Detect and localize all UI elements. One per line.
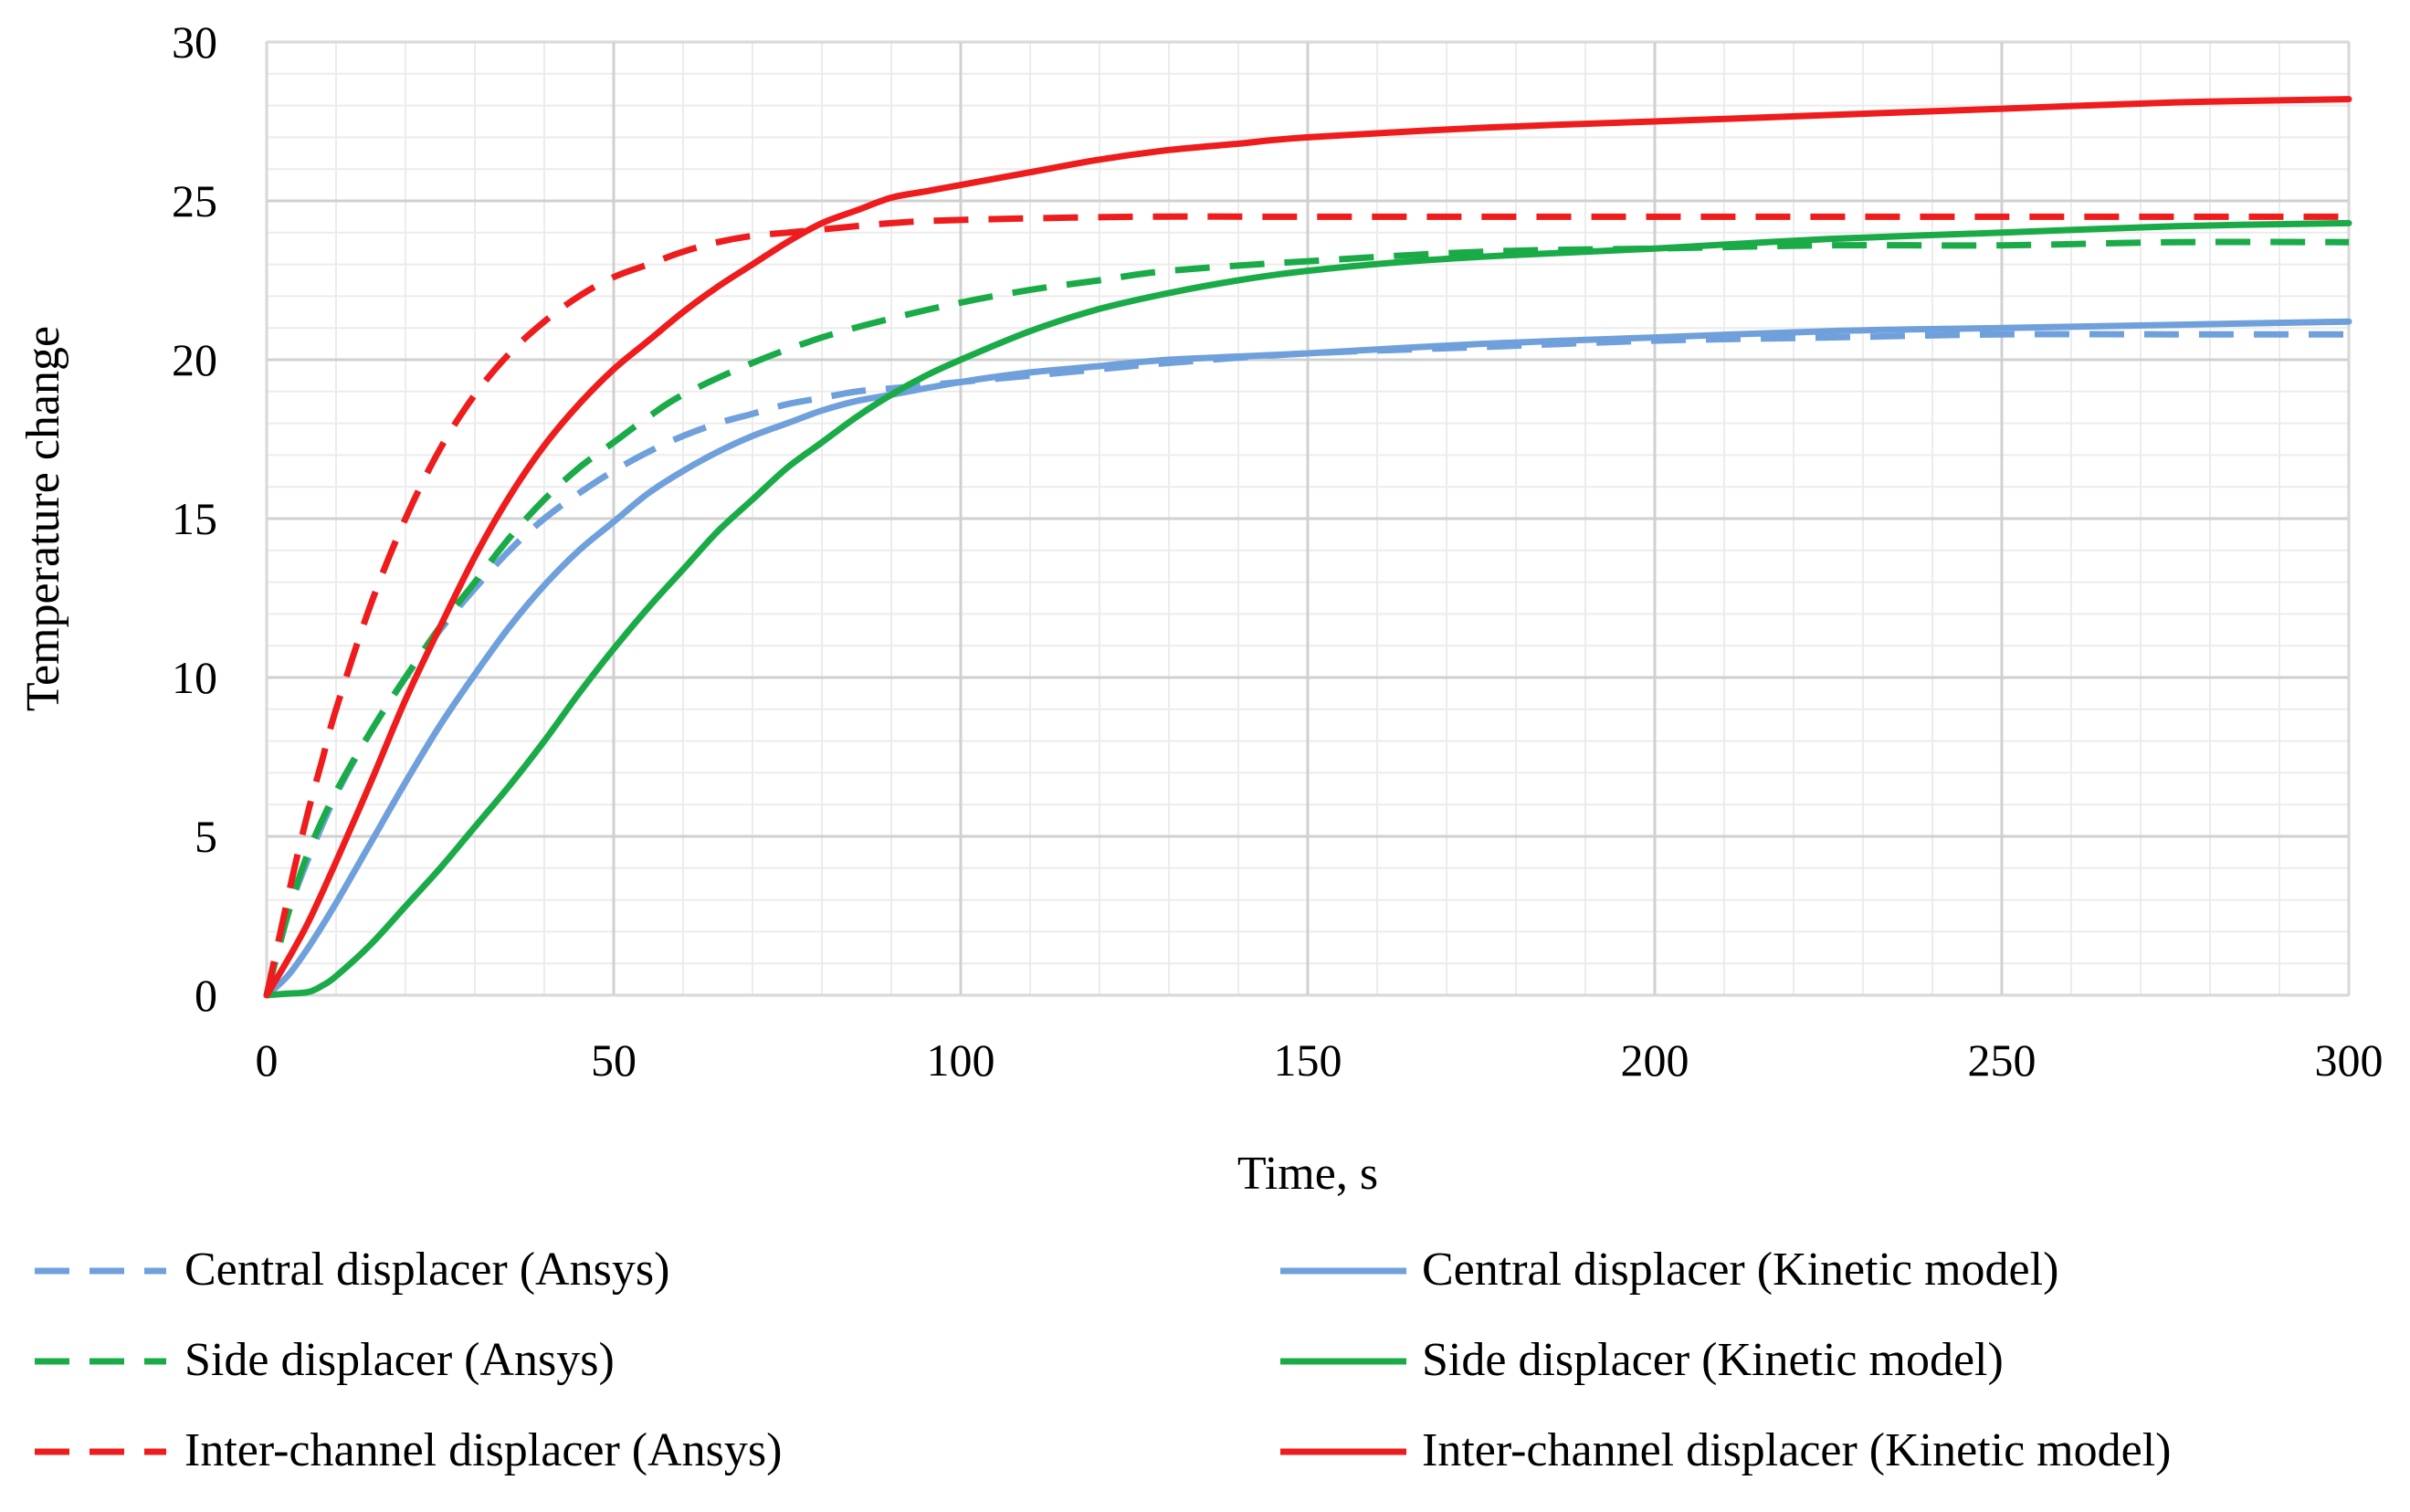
series-lines (263, 96, 2352, 999)
x-tick-label: 0 (256, 1034, 279, 1086)
x-tick-label: 250 (1968, 1034, 2036, 1086)
x-tick-label: 200 (1621, 1034, 1689, 1086)
legend-label: Side displacer (Ansys) (184, 1334, 615, 1386)
y-tick-label: 25 (172, 175, 217, 226)
x-axis-tick-labels: 0 50 100 150 200 250 300 (256, 1034, 2384, 1086)
y-tick-label: 0 (195, 970, 217, 1021)
series-line-side-displacer-kinetic-model (263, 219, 2352, 999)
x-tick-label: 50 (591, 1034, 637, 1086)
legend-label: Inter-channel displacer (Ansys) (184, 1424, 782, 1476)
y-axis-tick-labels: 0 5 10 15 20 25 30 (172, 16, 217, 1021)
legend-label: Inter-channel displacer (Kinetic model) (1422, 1424, 2171, 1476)
major-gridlines (265, 40, 2351, 997)
y-tick-label: 20 (172, 334, 217, 385)
legend: Central displacer (Ansys) Central displac… (35, 1244, 2171, 1476)
y-axis-title: Temperature change (17, 326, 69, 711)
y-tick-label: 15 (172, 493, 217, 544)
x-tick-label: 300 (2315, 1034, 2384, 1086)
y-tick-label: 10 (172, 652, 217, 703)
legend-label: Side displacer (Kinetic model) (1422, 1334, 2004, 1386)
plot-area-border (266, 41, 2350, 996)
legend-label: Central displacer (Kinetic model) (1422, 1244, 2058, 1296)
x-tick-label: 100 (927, 1034, 995, 1086)
y-tick-label: 30 (172, 16, 217, 68)
y-tick-label: 5 (195, 811, 217, 862)
series-line-inter-channel-displacer-ansys (263, 213, 2349, 996)
series-line-central-displacer-kinetic-model (263, 318, 2352, 999)
series-line-inter-channel-displacer-kinetic-model (263, 96, 2352, 999)
x-tick-label: 150 (1274, 1034, 1342, 1086)
series-line-side-displacer-ansys (263, 238, 2350, 996)
legend-label: Central displacer (Ansys) (184, 1244, 669, 1296)
x-axis-title: Time, s (1237, 1148, 1378, 1200)
